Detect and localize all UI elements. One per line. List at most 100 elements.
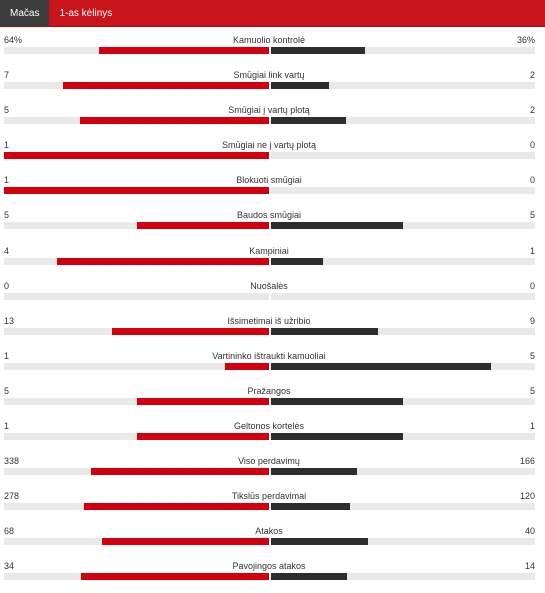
away-bar — [270, 47, 366, 54]
home-bar — [91, 468, 269, 476]
home-bar — [4, 152, 269, 160]
home-bar — [102, 538, 269, 546]
stat-bar-track — [4, 82, 535, 90]
away-value: 1 — [529, 421, 535, 432]
stat-name: Smūgiai ne į vartų plotą — [221, 140, 317, 151]
away-bar — [270, 397, 403, 405]
stat-name: Kampiniai — [249, 245, 289, 256]
bar-divider — [269, 538, 271, 546]
stat-bar-track — [4, 433, 535, 441]
home-value: 5 — [4, 385, 10, 396]
home-value: 1 — [4, 350, 10, 361]
away-value: 2 — [529, 70, 535, 81]
home-bar — [79, 117, 269, 125]
home-value: 64% — [4, 35, 23, 45]
tab-match[interactable]: Mačas — [0, 0, 50, 26]
bar-divider — [269, 187, 271, 195]
bar-divider — [269, 433, 271, 441]
away-bar — [270, 433, 403, 441]
away-bar — [270, 503, 350, 511]
stat-name: Viso perdavimų — [238, 456, 300, 467]
away-value: 14 — [524, 561, 535, 572]
stat-row: 64% Kamuolio kontrolė 36% — [0, 31, 545, 66]
bar-divider — [269, 47, 271, 54]
bar-divider — [269, 152, 271, 160]
home-value: 1 — [4, 140, 10, 151]
stat-bar-track — [4, 47, 535, 54]
stat-name: Smūgiai į vartų plotą — [228, 105, 310, 116]
away-value: 36% — [516, 35, 535, 45]
home-value: 13 — [4, 315, 15, 326]
stat-row: 68 Atakos 40 — [0, 522, 545, 557]
bar-divider — [269, 222, 271, 230]
stat-bar-track — [4, 187, 535, 195]
away-bar — [270, 257, 323, 265]
stat-bar-track — [4, 257, 535, 265]
home-bar — [99, 47, 269, 54]
away-bar — [270, 573, 348, 581]
stat-row: 1 Smūgiai ne į vartų plotą 0 — [0, 136, 545, 171]
bar-divider — [269, 397, 271, 405]
away-value: 120 — [519, 491, 535, 502]
stat-row: 1 Geltonos kortelės 1 — [0, 417, 545, 452]
stat-bar-track — [4, 538, 535, 546]
home-value: 278 — [4, 491, 20, 502]
stat-bar-track — [4, 468, 535, 476]
stat-bar-track — [4, 327, 535, 335]
home-value: 1 — [4, 175, 10, 186]
away-value: 5 — [529, 350, 535, 361]
away-value: 1 — [529, 245, 535, 256]
away-value: 40 — [524, 526, 535, 537]
away-value: 0 — [529, 140, 535, 151]
home-bar — [224, 362, 269, 370]
stat-row: 5 Smūgiai į vartų plotą 2 — [0, 101, 545, 136]
stat-bar-track — [4, 117, 535, 125]
home-bar — [112, 327, 269, 335]
stat-name: Pavojingos atakos — [232, 561, 306, 572]
stat-name: Pražangos — [247, 385, 291, 396]
stat-row: 338 Viso perdavimų 166 — [0, 452, 545, 487]
home-value: 4 — [4, 245, 10, 256]
stat-bar-track — [4, 362, 535, 370]
away-bar — [270, 222, 403, 230]
home-value: 5 — [4, 210, 10, 221]
home-bar — [136, 397, 269, 405]
stat-row: 278 Tikslūs perdavimai 120 — [0, 487, 545, 522]
bar-divider — [269, 468, 271, 476]
bar-divider — [269, 362, 271, 370]
away-value: 0 — [529, 175, 535, 186]
stat-name: Tikslūs perdavimai — [231, 491, 307, 502]
stat-row: 7 Smūgiai link vartų 2 — [0, 66, 545, 101]
stat-row: 0 Nuošalės 0 — [0, 277, 545, 312]
stat-name: Kamuolio kontrolė — [232, 35, 306, 45]
away-value: 166 — [519, 456, 535, 467]
bar-divider — [269, 117, 271, 125]
stat-name: Smūgiai link vartų — [233, 70, 305, 81]
bar-divider — [269, 82, 271, 90]
stat-name: Vartininko ištraukti kamuoliai — [212, 350, 326, 361]
away-bar — [270, 538, 369, 546]
stat-name: Nuošalės — [250, 280, 288, 291]
away-bar — [270, 82, 329, 90]
stat-bar-track — [4, 292, 535, 300]
away-bar — [270, 117, 346, 125]
home-value: 338 — [4, 456, 20, 467]
away-value: 0 — [529, 280, 535, 291]
away-value: 5 — [529, 385, 535, 396]
home-bar — [136, 433, 269, 441]
stat-row: 5 Pražangos 5 — [0, 382, 545, 417]
stat-row: 34 Pavojingos atakos 14 — [0, 557, 545, 592]
stat-name: Atakos — [255, 526, 283, 537]
stat-bar-track — [4, 397, 535, 405]
bar-divider — [269, 292, 271, 300]
home-bar — [136, 222, 269, 230]
stat-row: 1 Blokuoti smūgiai 0 — [0, 171, 545, 206]
stat-row: 13 Išsimetimai iš užribio 9 — [0, 312, 545, 347]
away-value: 2 — [529, 105, 535, 116]
bar-divider — [269, 573, 271, 581]
stat-name: Geltonos kortelės — [233, 421, 305, 432]
stats-list: 64% Kamuolio kontrolė 36% 7 Smūgiai link var… — [0, 27, 545, 593]
home-bar — [57, 257, 269, 265]
tab-first-half[interactable]: 1-as kėlinys — [59, 7, 113, 19]
home-bar — [83, 503, 269, 511]
